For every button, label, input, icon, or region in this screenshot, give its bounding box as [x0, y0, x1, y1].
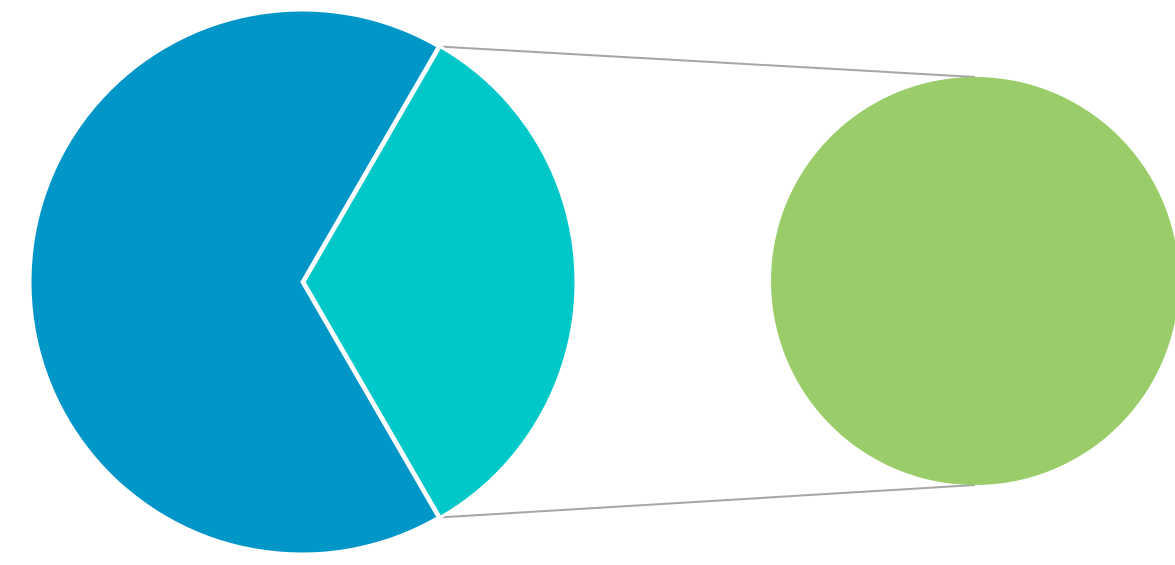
- secondary-pie: [771, 77, 1175, 485]
- pie-slice-2: [302, 45, 578, 519]
- connector-line-bottom: [440, 484, 976, 519]
- connector-line-top: [440, 45, 976, 78]
- pie-slice-1: [28, 8, 440, 556]
- secondary-pie-slice-1: [771, 77, 1175, 485]
- main-pie: [28, 8, 578, 556]
- connector-lines: [440, 45, 976, 519]
